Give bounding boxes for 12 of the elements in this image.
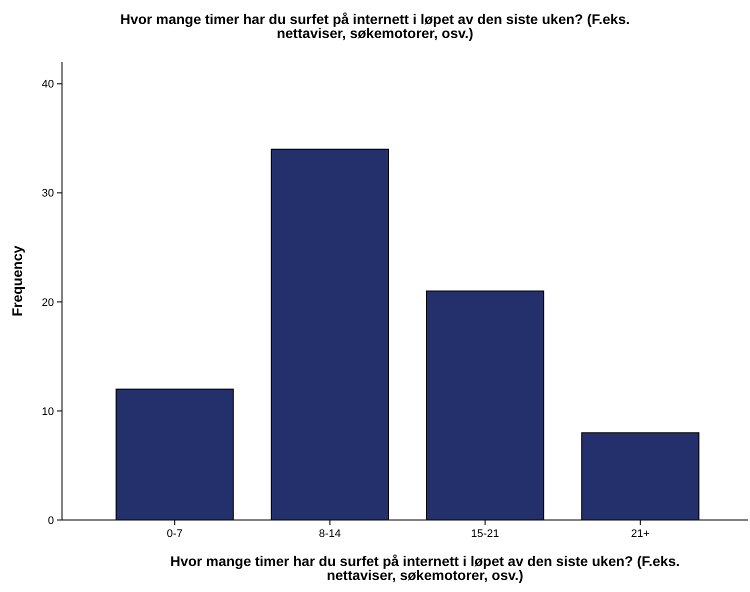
y-tick-label: 0 [48, 514, 54, 527]
x-tick-label: 8-14 [318, 528, 341, 540]
x-axis-title: Hvor mange timer har du surfet på internett i løpet av den siste uken? (F.eks. nettaviser, søkemotorer, osv.) [170, 553, 680, 583]
x-tick-label: 15-21 [471, 528, 500, 540]
x-tick-label: 0-7 [166, 528, 183, 540]
chart-title: Hvor mange timer har du surfet på internett i løpet av den siste uken? (F.eks. nettaviser, søkemotorer, osv.) [120, 11, 630, 41]
y-tick-label: 40 [42, 78, 54, 91]
y-tick-label: 30 [42, 188, 54, 200]
y-axis-title: Frequency [9, 245, 25, 316]
y-tick-label: 20 [42, 296, 54, 309]
x-tick-label: 21+ [630, 528, 650, 540]
y-tick-label: 10 [42, 406, 54, 418]
